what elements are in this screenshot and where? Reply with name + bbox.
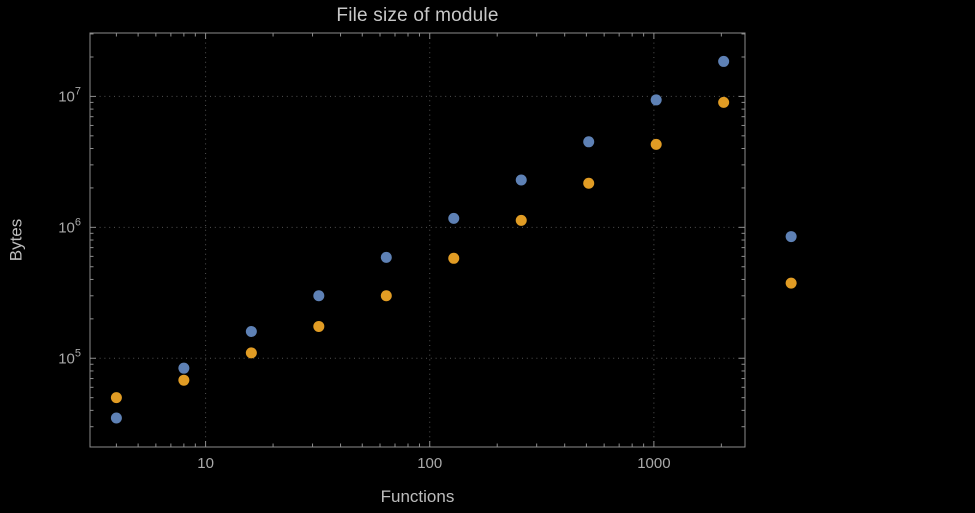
data-point-blue-series [650,94,662,106]
data-point-blue-series [583,136,595,148]
data-point-orange-series [650,138,662,150]
data-point-orange-series [515,214,527,226]
chart-title: File size of module [336,5,499,26]
x-tick-label: 1000 [637,455,670,472]
data-point-blue-series [245,326,257,338]
data-point-orange-series [785,277,797,289]
data-point-orange-series [313,320,325,332]
data-point-orange-series [178,374,190,386]
data-point-blue-series [178,362,190,374]
data-point-blue-series [313,290,325,302]
data-point-orange-series [110,392,122,404]
data-point-blue-series [718,55,730,67]
data-point-orange-series [380,290,392,302]
data-point-blue-series [380,251,392,263]
data-point-orange-series [448,252,460,264]
data-point-blue-series [448,212,460,224]
data-point-orange-series [718,96,730,108]
data-point-blue-series [515,174,527,186]
x-axis-label: Functions [380,487,455,506]
data-point-blue-series [110,412,122,424]
data-point-orange-series [245,347,257,359]
data-point-blue-series [785,231,797,243]
y-tick-label: 105 [58,347,81,367]
x-tick-label: 10 [197,455,214,472]
y-tick-label: 106 [58,216,81,236]
plot-frame [89,32,746,448]
data-point-orange-series [583,177,595,189]
x-tick-label: 100 [417,455,442,472]
y-tick-label: 107 [58,85,81,105]
